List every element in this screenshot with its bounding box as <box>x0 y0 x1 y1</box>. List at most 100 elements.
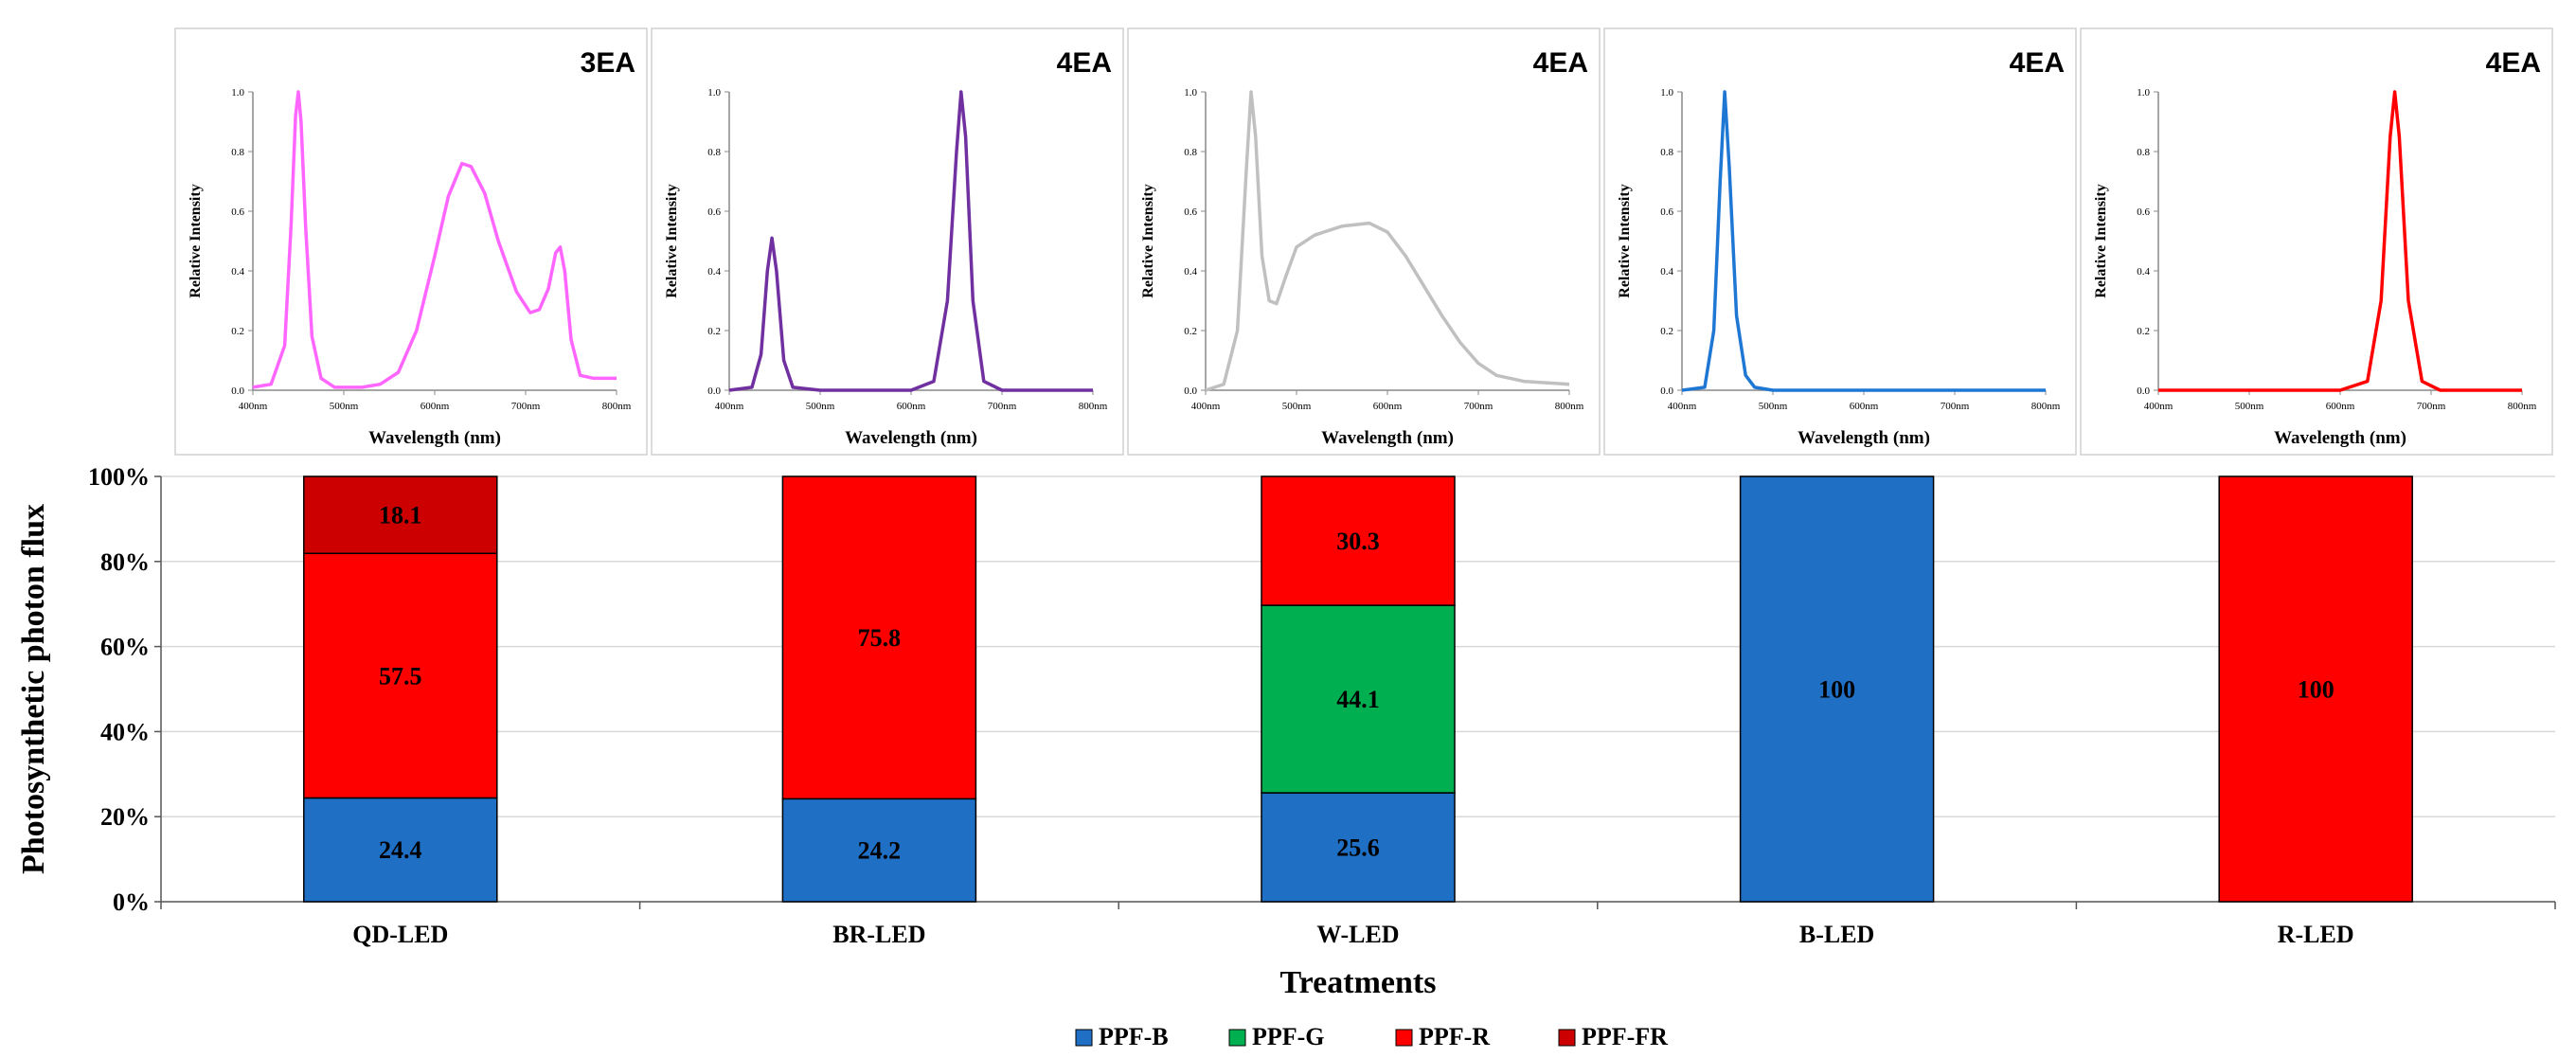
legend-label: PPF-G <box>1252 1023 1325 1050</box>
spectrum-x-tick-label: 800nm <box>1079 401 1108 412</box>
spectrum-count-label: 4EA <box>1533 47 1588 79</box>
spectrum-count-label: 4EA <box>2010 47 2065 79</box>
spectrum-panel-qd-led: 0.0 0.2 0.4 0.6 0.8 1.0 400nm 500nm 600nm 700nm 80… <box>174 27 648 456</box>
spectrum-count-label: 3EA <box>581 47 635 79</box>
spectrum-panel-frame <box>651 27 1124 456</box>
x-axis-title: Treatments <box>1280 965 1437 1000</box>
y-tick-label: 80% <box>100 548 150 576</box>
spectrum-y-tick-label: 0.0 <box>707 386 721 397</box>
y-axis-title: Photosynthetic photon flux <box>16 504 51 874</box>
spectrum-y-tick-label: 1.0 <box>1660 87 1673 99</box>
spectrum-y-tick-label: 0.8 <box>231 147 244 158</box>
spectrum-y-tick-label: 0.4 <box>2137 266 2150 278</box>
x-tick-label-r-led: R-LED <box>2278 921 2354 948</box>
spectrum-count-label: 4EA <box>2486 47 2541 79</box>
spectrum-x-tick-label: 400nm <box>239 401 268 412</box>
x-tick-label-w-led: W-LED <box>1316 921 1399 948</box>
bar-ppf-r-w-led <box>1261 475 1456 606</box>
spectrum-y-axis-title: Relative Intensity <box>664 184 680 297</box>
spectrum-y-tick-label: 0.2 <box>2137 326 2150 337</box>
spectrum-y-tick-label: 0.2 <box>1184 326 1197 337</box>
spectrum-x-tick-label: 700nm <box>988 401 1017 412</box>
spectrum-y-tick-label: 0.4 <box>231 266 244 278</box>
spectrum-y-tick-label: 1.0 <box>231 87 244 99</box>
spectrum-x-tick-label: 500nm <box>1759 401 1788 412</box>
data-label-ppf-b-br-led: 24.2 <box>858 837 902 865</box>
spectrum-x-axis-title: Wavelength (nm) <box>1321 428 1454 448</box>
legend-label: PPF-R <box>1419 1023 1490 1050</box>
legend-item-ppf-r: PPF-R <box>1395 1023 1490 1050</box>
bar-ppf-r-qd-led <box>303 552 498 799</box>
stacked-bar-chart: 0% 20% 40% 60% 80% 100% 24.4 57.5 18.1 QD-LED 24.2… <box>16 463 2556 1000</box>
spectrum-x-axis-title: Wavelength (nm) <box>2274 428 2406 448</box>
spectrum-x-tick-label: 800nm <box>2508 401 2537 412</box>
data-label-ppf-fr-qd-led: 18.1 <box>379 502 422 529</box>
data-label-ppf-r-w-led: 30.3 <box>1336 528 1380 555</box>
spectrum-y-tick-label: 0.6 <box>2137 206 2150 218</box>
spectrum-y-tick-label: 1.0 <box>707 87 721 99</box>
spectrum-y-tick-label: 0.8 <box>1660 147 1673 158</box>
spectrum-y-tick-label: 0.8 <box>2137 147 2150 158</box>
spectrum-panel-frame <box>1603 27 2077 456</box>
y-tick-label: 60% <box>100 634 150 661</box>
legend-item-ppf-g: PPF-G <box>1228 1023 1325 1050</box>
spectrum-x-tick-label: 600nm <box>1850 401 1879 412</box>
spectrum-y-tick-label: 0.2 <box>231 326 244 337</box>
spectrum-y-tick-label: 0.6 <box>1184 206 1197 218</box>
spectrum-curve <box>728 90 1093 392</box>
spectrum-curve <box>252 90 617 389</box>
spectrum-y-tick-label: 0.8 <box>1184 147 1197 158</box>
x-tick-label-b-led: B-LED <box>1799 921 1874 948</box>
spectrum-x-tick-label: 400nm <box>715 401 744 412</box>
spectrum-x-axis-title: Wavelength (nm) <box>1798 428 1930 448</box>
spectrum-curve <box>1205 90 1570 392</box>
spectrum-y-axis-title: Relative Intensity <box>2093 184 2109 297</box>
spectrum-y-tick-label: 0.6 <box>1660 206 1673 218</box>
spectrum-x-tick-label: 700nm <box>2417 401 2446 412</box>
spectrum-x-tick-label: 800nm <box>1555 401 1584 412</box>
y-tick-label: 20% <box>100 803 150 831</box>
spectrum-y-tick-label: 0.0 <box>2137 386 2150 397</box>
spectrum-y-axis-title: Relative Intensity <box>188 184 204 297</box>
data-label-ppf-r-r-led: 100 <box>2298 676 2334 704</box>
x-tick-label-br-led: BR-LED <box>832 921 925 948</box>
spectrum-x-tick-label: 600nm <box>897 401 926 412</box>
spectrum-x-axis-title: Wavelength (nm) <box>845 428 977 448</box>
bar-ppf-r-br-led <box>781 475 977 800</box>
data-label-ppf-b-b-led: 100 <box>1818 676 1855 704</box>
spectrum-x-tick-label: 600nm <box>420 401 450 412</box>
spectrum-x-tick-label: 400nm <box>1668 401 1697 412</box>
spectrum-y-tick-label: 0.8 <box>707 147 721 158</box>
bar-ppf-b-w-led <box>1261 792 1456 903</box>
spectrum-panel-w-led: 0.0 0.2 0.4 0.6 0.8 1.0 400nm 500nm 600nm 700nm 80… <box>1127 27 1601 456</box>
spectrum-y-tick-label: 0.6 <box>707 206 721 218</box>
legend-item-ppf-b: PPF-B <box>1075 1023 1169 1050</box>
data-label-ppf-b-qd-led: 24.4 <box>379 836 422 864</box>
spectrum-x-tick-label: 400nm <box>1191 401 1221 412</box>
legend-swatch <box>1228 1029 1246 1047</box>
spectrum-panel-b-led: 0.0 0.2 0.4 0.6 0.8 1.0 400nm 500nm 600nm 700nm 80… <box>1603 27 2077 456</box>
spectrum-y-tick-label: 0.2 <box>707 326 721 337</box>
spectrum-y-tick-label: 0.4 <box>707 266 721 278</box>
spectrum-y-tick-label: 0.6 <box>231 206 244 218</box>
spectrum-curve <box>1681 90 2046 392</box>
spectrum-panel-frame <box>1127 27 1601 456</box>
y-tick-label: 100% <box>88 463 150 491</box>
spectrum-x-tick-label: 400nm <box>2144 401 2174 412</box>
bar-ppf-b-qd-led <box>303 797 498 903</box>
spectrum-panel-r-led: 0.0 0.2 0.4 0.6 0.8 1.0 400nm 500nm 600nm 700nm 80… <box>2080 27 2553 456</box>
spectrum-y-tick-label: 0.4 <box>1184 266 1197 278</box>
spectrum-y-tick-label: 1.0 <box>2137 87 2150 99</box>
spectrum-x-tick-label: 800nm <box>602 401 632 412</box>
legend-swatch <box>1075 1029 1093 1047</box>
bar-ppf-g-w-led <box>1261 604 1456 794</box>
data-label-ppf-r-qd-led: 57.5 <box>379 662 422 690</box>
spectrum-y-tick-label: 0.0 <box>1660 386 1673 397</box>
spectrum-panel-frame <box>2080 27 2553 456</box>
spectrum-x-tick-label: 500nm <box>1282 401 1312 412</box>
x-tick-label-qd-led: QD-LED <box>352 921 448 948</box>
bar-ppf-b-br-led <box>781 798 977 903</box>
legend-label: PPF-FR <box>1582 1023 1668 1050</box>
spectrum-x-tick-label: 600nm <box>2326 401 2355 412</box>
